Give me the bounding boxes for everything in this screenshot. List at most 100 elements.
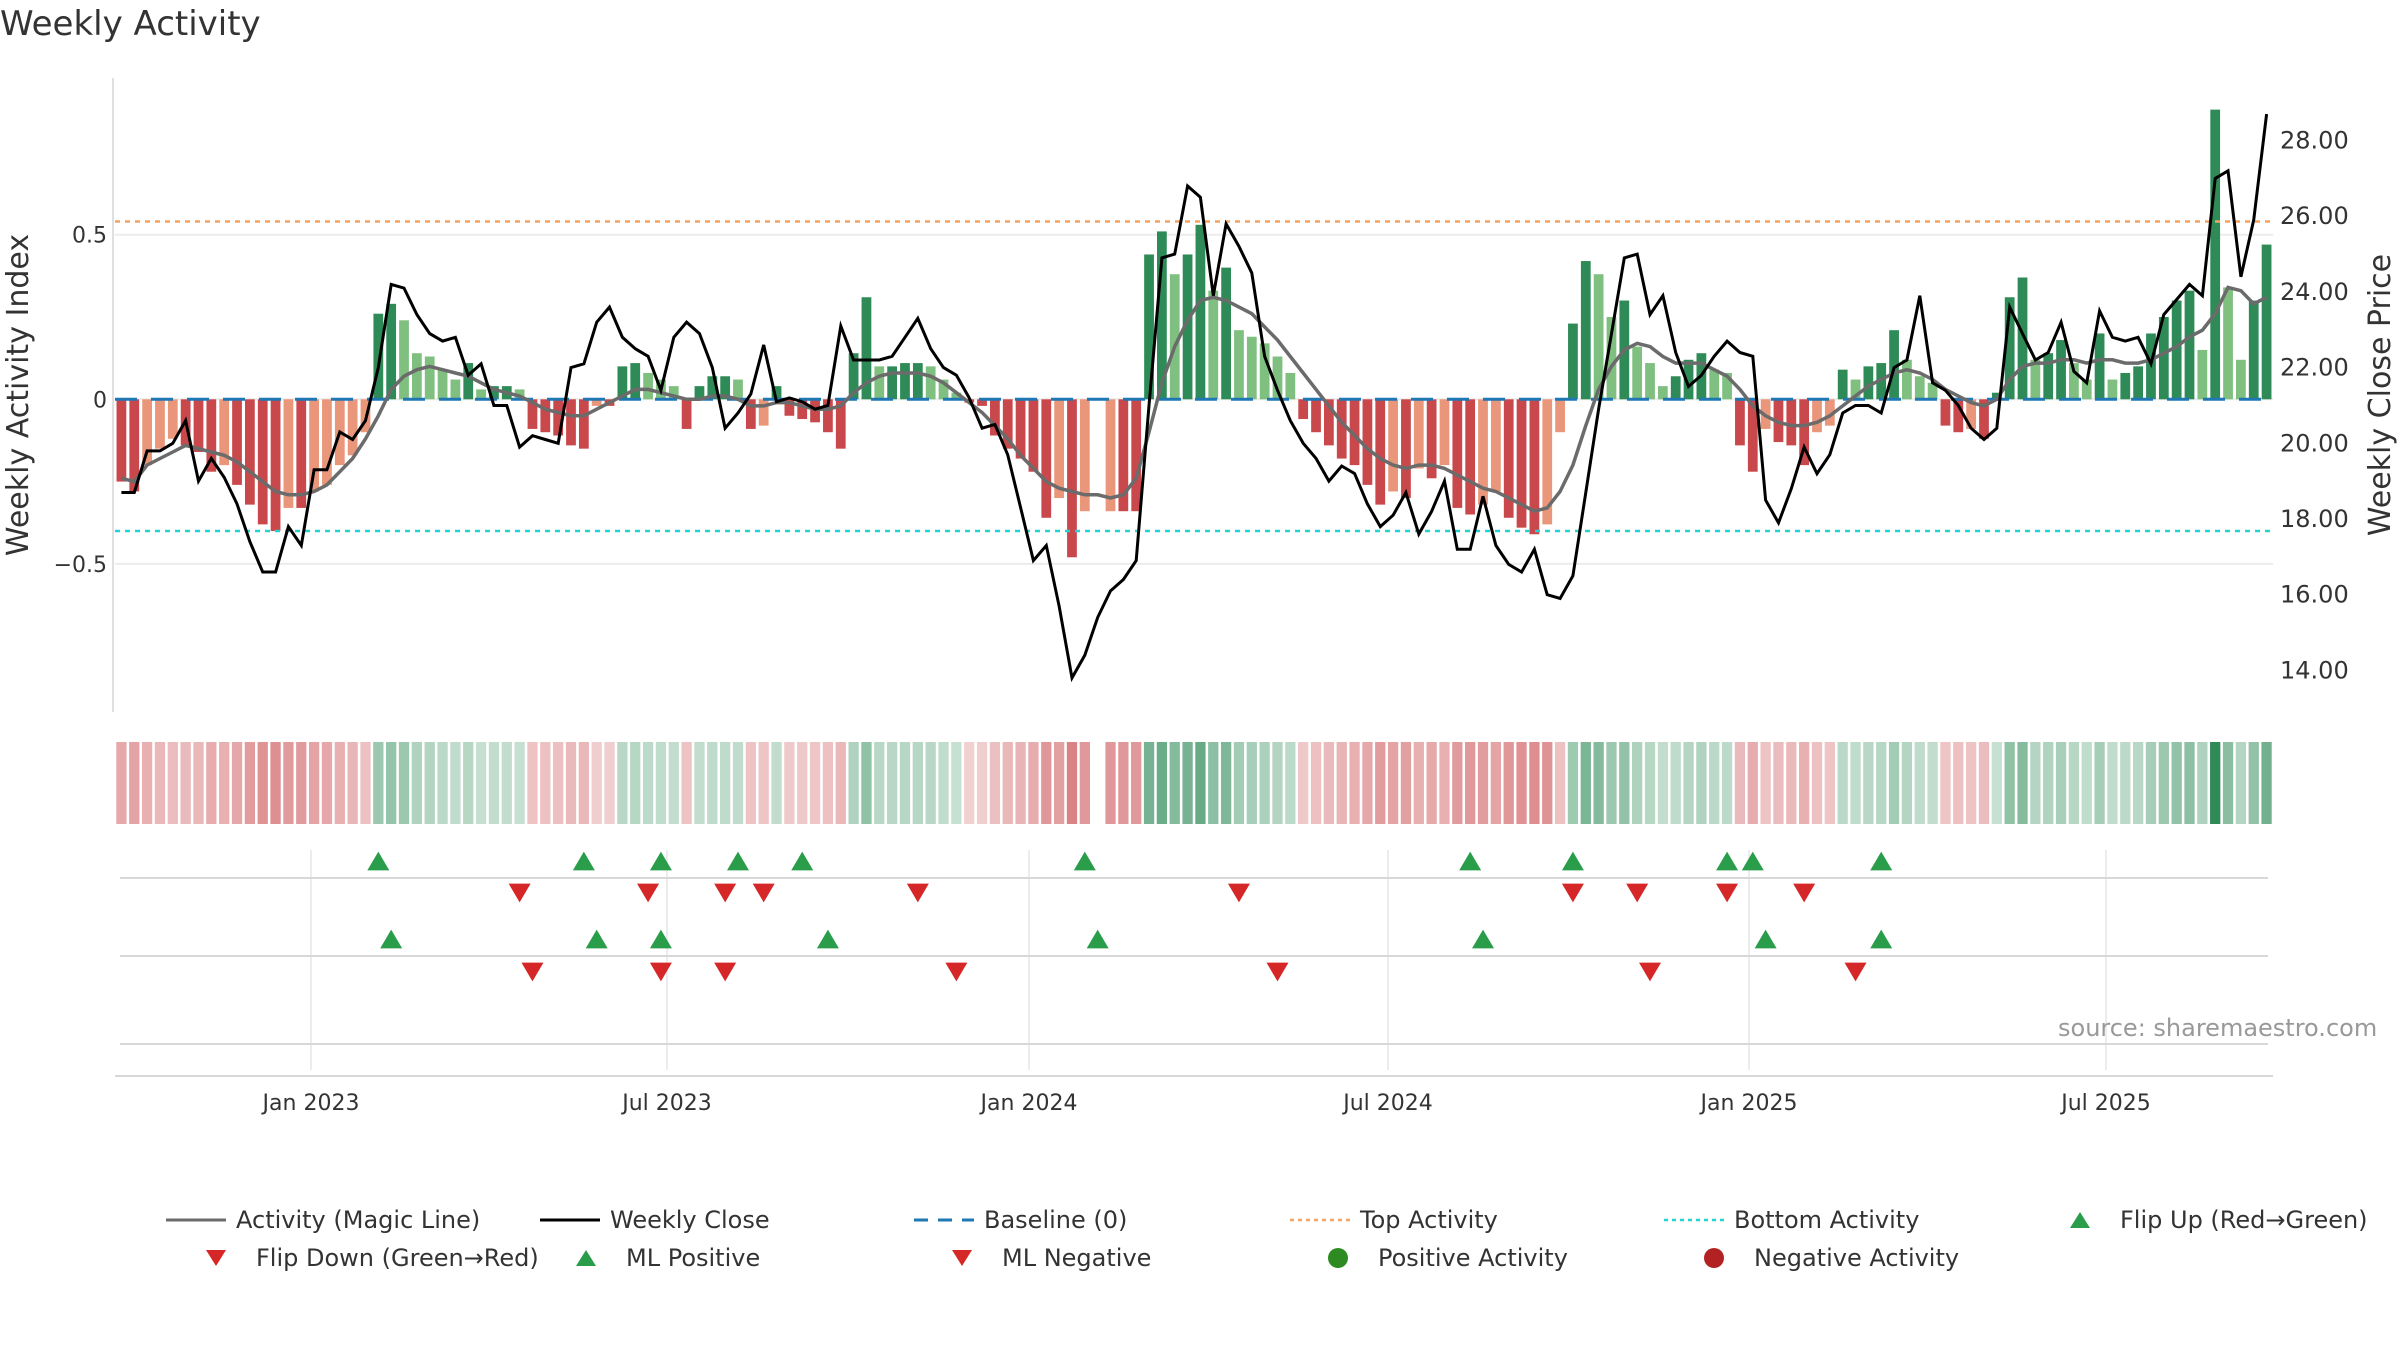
activity-bar [244, 399, 255, 505]
heat-strip-cell [1593, 742, 1604, 824]
heat-strip-cell [1863, 742, 1874, 824]
heat-strip-cell [1400, 742, 1412, 824]
activity-bar [2107, 379, 2118, 400]
legend-swatch-circle [1328, 1248, 1348, 1268]
legend-item: Flip Up (Red→Green) [2050, 1206, 2368, 1234]
flip-down-marker [1227, 883, 1250, 903]
heat-strip-cell [1349, 742, 1360, 824]
heat-strip-cell [1786, 742, 1797, 824]
heat-strip-cell [1837, 742, 1848, 824]
heat-strip-cell [668, 742, 679, 824]
activity-bar [643, 372, 653, 400]
activity-bar [1568, 323, 1578, 400]
activity-bar [2184, 290, 2195, 400]
flip-up-marker [572, 851, 595, 871]
activity-bar [2069, 363, 2079, 400]
activity-bar [399, 320, 409, 400]
heat-strip-cell [2248, 742, 2259, 824]
activity-bar [1413, 399, 1424, 469]
heat-strip-cell [617, 742, 628, 824]
y2-tick-label: 28.00 [2280, 127, 2349, 155]
legend-item: Negative Activity [1684, 1244, 1959, 1272]
activity-bar [1157, 231, 1167, 400]
flip-up-marker [726, 851, 749, 871]
activity-bar [489, 386, 499, 400]
magic-line [120, 285, 2268, 514]
heat-strip-cell [2132, 742, 2144, 824]
heat-strip-cell [642, 742, 654, 824]
heat-strip-cell [1143, 742, 1155, 824]
ml-negative-marker [1639, 962, 1662, 982]
heat-strip-cell [321, 742, 333, 824]
heat-strip-cell [784, 742, 795, 824]
flip-down-marker [714, 883, 737, 903]
activity-bar [1182, 254, 1193, 400]
activity-bar [784, 399, 795, 416]
heat-strip-cell [1105, 742, 1116, 824]
heat-strip-cell [1041, 742, 1052, 824]
activity-bar [1105, 399, 1116, 512]
legend-swatch [166, 1218, 226, 1222]
legend-item: ML Negative [932, 1244, 1151, 1272]
activity-bar [1272, 356, 1283, 400]
heat-strip-cell [475, 742, 487, 824]
activity-bar [591, 399, 602, 406]
heat-strip-cell [2068, 742, 2080, 824]
legend-swatch [1328, 1248, 1348, 1268]
activity-bar [1221, 267, 1231, 400]
activity-bar [2236, 359, 2246, 400]
heat-strip-cell [2094, 742, 2105, 824]
heat-strip-cell [925, 742, 936, 824]
heat-strip-cell [1439, 742, 1450, 824]
legend-swatch [576, 1250, 596, 1266]
legend-swatch [1664, 1218, 1724, 1222]
y-tick-label: 0.5 [72, 224, 107, 249]
heat-strip-cell [219, 742, 230, 824]
heat-strip-cell [1542, 742, 1553, 824]
heat-strip-cell [655, 742, 667, 824]
activity-bar [1478, 399, 1488, 505]
heat-strip-cell [1310, 742, 1322, 824]
heat-strip-cell [450, 742, 461, 824]
ml-negative-marker [521, 962, 544, 982]
activity-bar [848, 353, 859, 400]
heat-strip-cell [1285, 742, 1296, 824]
flip-up-marker [791, 851, 814, 871]
activity-bar [1824, 399, 1835, 426]
legend-swatch-tri-down [952, 1250, 972, 1266]
heat-strip-cell [1644, 742, 1656, 824]
heat-strip-cell [411, 742, 423, 824]
activity-bar [283, 399, 294, 508]
activity-bar [527, 399, 538, 429]
y2-axis-title: Weekly Close Price [2363, 254, 2398, 536]
y-tick-label: 0 [93, 388, 107, 413]
ml-negative-marker [1266, 962, 1289, 982]
legend-item: Bottom Activity [1664, 1206, 1919, 1234]
heat-strip-cell [2120, 742, 2131, 824]
heat-strip-cell [398, 742, 410, 824]
heat-strip-cell [1760, 742, 1771, 824]
heat-strip-cell [283, 742, 294, 824]
activity-bar [2248, 300, 2259, 400]
activity-bar [1054, 399, 1065, 499]
heat-strip [116, 742, 2272, 824]
heat-strip-cell [1721, 742, 1733, 824]
flip-down-marker [1716, 883, 1739, 903]
activity-bar [1799, 399, 1810, 466]
activity-bar [1927, 382, 1938, 400]
heat-strip-cell [1156, 742, 1168, 824]
activity-bar [1683, 359, 1694, 400]
activity-bar [2133, 366, 2144, 400]
flip-up-marker [367, 851, 390, 871]
legend-item: ML Positive [556, 1244, 760, 1272]
heat-strip-cell [694, 742, 705, 824]
heat-strip-cell [681, 742, 692, 824]
heat-strip-cell [1709, 742, 1720, 824]
activity-bar [1645, 363, 1655, 400]
legend-label: Negative Activity [1754, 1244, 1960, 1272]
heat-strip-cell [1208, 742, 1219, 824]
activity-bar [463, 363, 474, 400]
heat-strip-cell [1465, 742, 1476, 824]
activity-bar [309, 399, 319, 492]
